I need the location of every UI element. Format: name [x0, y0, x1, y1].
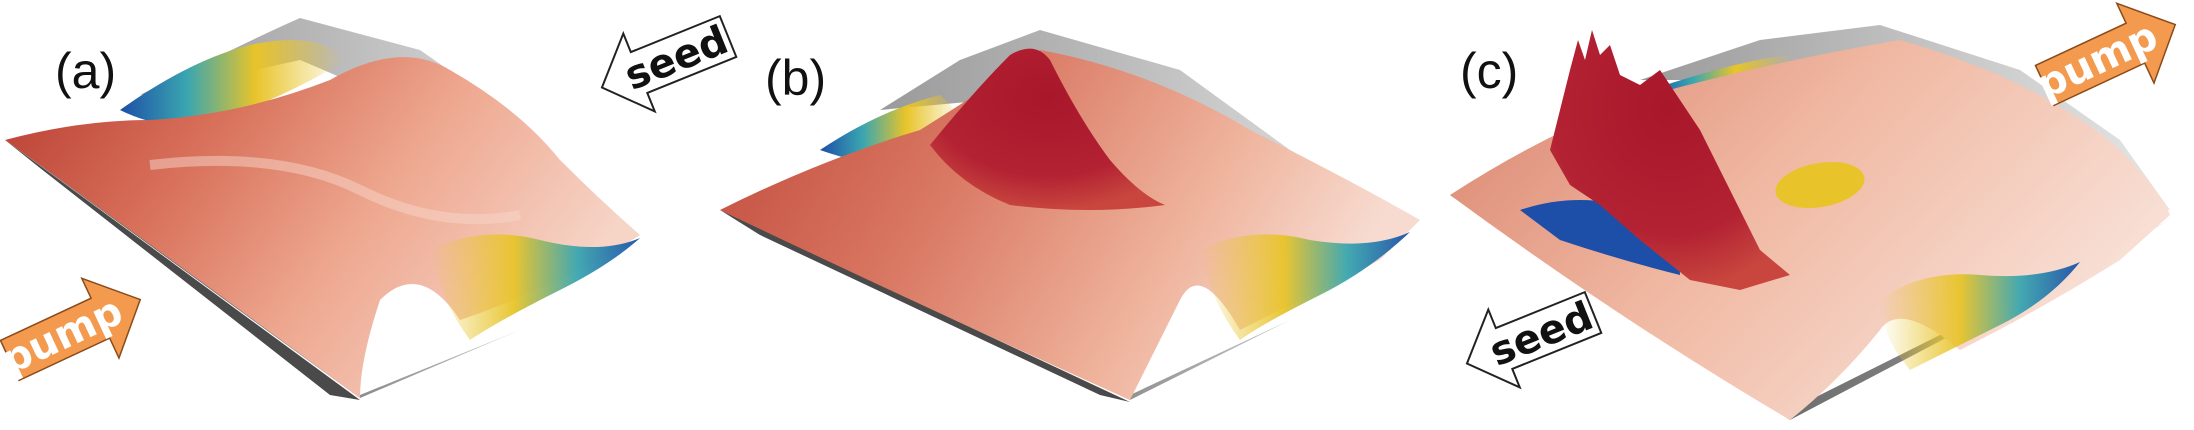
panel-label-c: (c): [1460, 43, 1518, 99]
panel-c: [1450, 25, 2170, 420]
seed-arrow-c: seed: [1465, 290, 1603, 390]
pump-arrow-c-label: pump: [2030, 13, 2165, 109]
seed-arrow-c-label: seed: [1483, 293, 1599, 376]
panel-c-yellow-island: [1775, 161, 1865, 209]
panel-a-ridge: [149, 155, 521, 225]
panel-b-valley-front: [1200, 232, 1410, 340]
panel-b-peak: [930, 48, 1165, 210]
panel-label-b: (b): [765, 50, 826, 106]
panel-a-base-left: [5, 140, 360, 400]
panel-a: [5, 18, 640, 400]
seed-arrow-a: seed: [600, 14, 738, 114]
panel-label-a: (a): [55, 43, 116, 99]
panel-c-peak: [1550, 30, 1790, 290]
seed-arrow-a-label: seed: [618, 17, 734, 100]
pump-arrow-a-label: pump: [0, 288, 130, 384]
panel-c-valley-front: [1880, 262, 2080, 370]
panel-a-valley-back: [120, 40, 345, 126]
panel-a-valley-front: [430, 234, 640, 340]
panel-a-surface: [5, 57, 640, 399]
pump-arrow-a: pump: [0, 276, 142, 384]
panel-b: [720, 30, 1420, 402]
